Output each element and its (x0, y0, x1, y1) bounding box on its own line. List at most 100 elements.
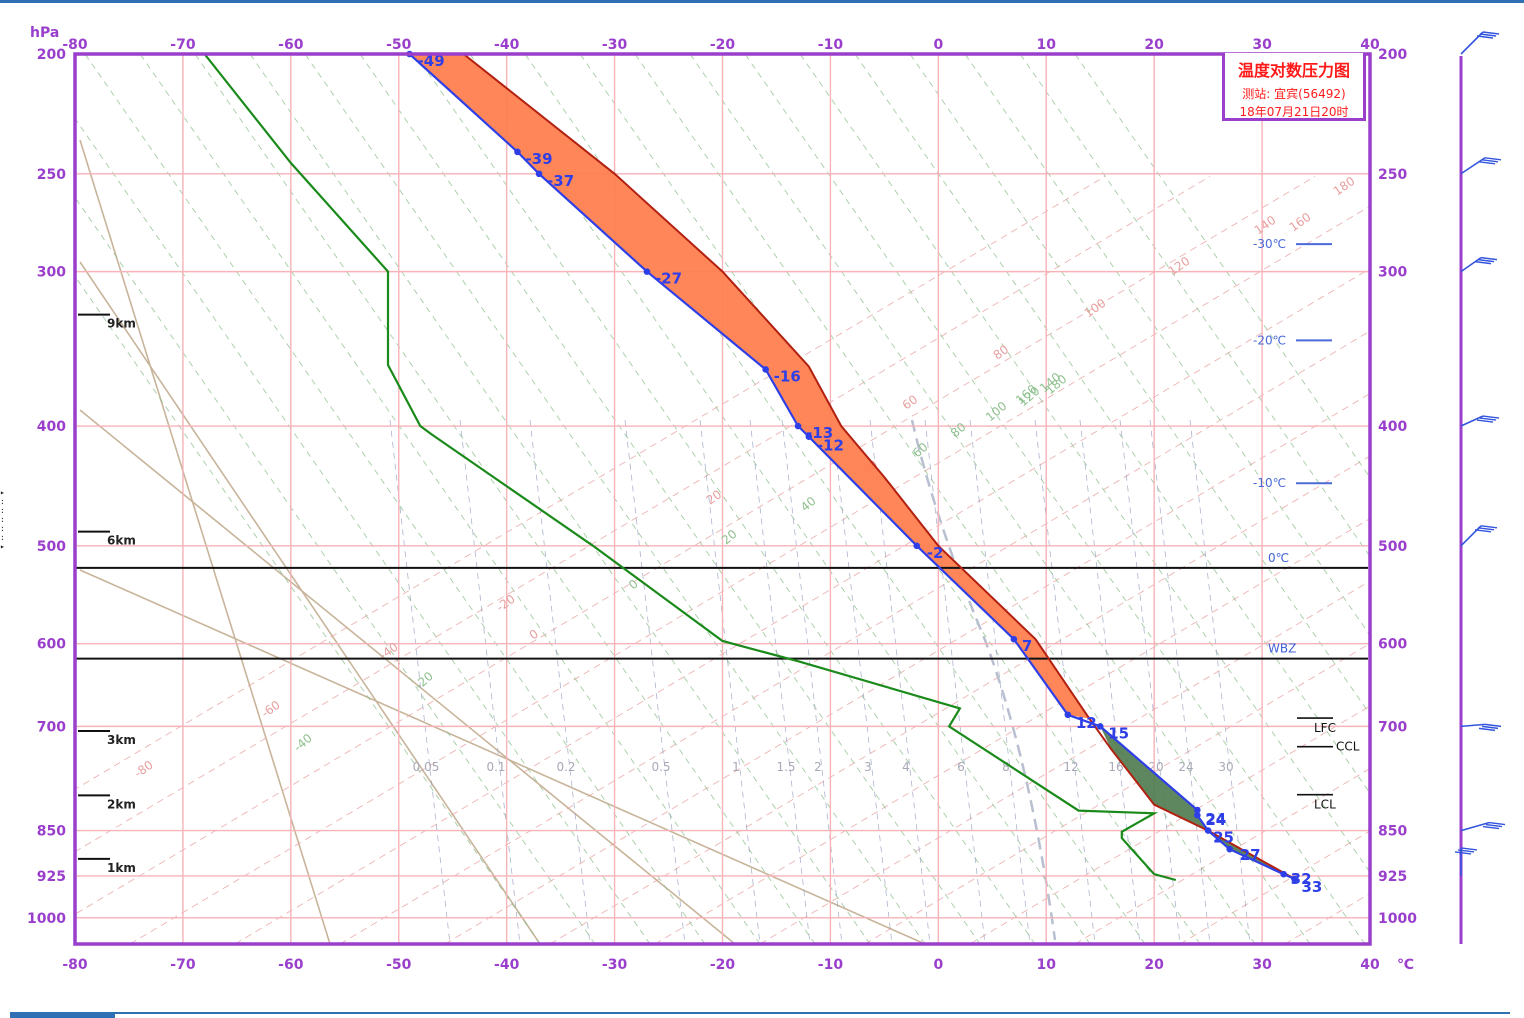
lcl-label: LCL (1314, 798, 1336, 812)
moist-adiabat-label: -20 (412, 669, 436, 692)
dry-adiabat-line (444, 393, 1370, 944)
wind-barb-flag (1476, 35, 1494, 39)
wind-barb (1460, 256, 1498, 273)
temperature-point-label: -13 (806, 424, 833, 442)
temperature-tick-bottom: 0 (933, 957, 943, 973)
wind-barb-flag (1477, 527, 1495, 531)
wind-barb-flag (1488, 821, 1506, 826)
dry-adiabat-label: 120 (1166, 254, 1193, 279)
wind-barb-staff (1460, 31, 1484, 55)
pressure-tick-right: 850 (1378, 824, 1407, 840)
temperature-point-label: -37 (547, 172, 574, 190)
moist-adiabat-label: -40 (291, 731, 315, 754)
dry-adiabat-label: 20 (704, 487, 725, 507)
height-marker-label: 6km (107, 534, 136, 548)
isotherm-height-label: -10℃ (1253, 476, 1286, 490)
mixing-ratio-line (624, 419, 686, 944)
dry-adiabat-line (75, 176, 1106, 790)
mixing-ratio-label: 3 (864, 760, 872, 774)
wind-barb-flag (1484, 157, 1502, 161)
pressure-tick-left: 300 (37, 265, 66, 281)
wind-barb-staff (1460, 157, 1486, 175)
wind-barb-flag (1478, 727, 1496, 732)
wind-barb-staff (1460, 415, 1484, 427)
dry-adiabat-line (969, 705, 1370, 944)
wind-barb (1460, 31, 1500, 55)
mixing-ratio-label: 8 (1002, 760, 1010, 774)
parcel-curve (462, 54, 1295, 880)
moist-adiabat-line (75, 117, 651, 944)
temperature-point-label: -16 (774, 367, 801, 385)
mixing-ratio-label: 0.05 (413, 760, 440, 774)
pressure-tick-left: 200 (37, 47, 66, 63)
moist-adiabat-label: 80 (948, 420, 969, 441)
dry-adiabat-label: 60 (900, 392, 921, 412)
mixing-ratio-label: 24 (1178, 760, 1193, 774)
temperature-point (643, 268, 651, 275)
bottom-border (10, 1012, 1510, 1014)
wind-barb-flag (1457, 849, 1475, 853)
moist-adiabat-line (75, 275, 541, 944)
pressure-unit-label: hPa (30, 25, 59, 41)
dry-adiabat-label: 100 (1082, 296, 1109, 321)
dry-adiabat-label: 160 (1287, 210, 1314, 235)
wind-barb-flag (1476, 419, 1494, 423)
side-collapse-handle[interactable]: ▸::::: ▸ (0, 488, 5, 551)
temperature-point-label: 24 (1205, 810, 1226, 828)
pressure-tick-left: 400 (37, 419, 66, 435)
wind-barb-flag (1474, 260, 1492, 265)
chart-title: 温度对数压力图 (1237, 61, 1350, 80)
temperature-point (1096, 723, 1104, 730)
wind-barb-flag (1454, 851, 1472, 855)
moist-adiabat-line (414, 54, 1036, 944)
pressure-tick-left: 250 (37, 167, 66, 183)
dry-adiabat-line (339, 330, 1370, 944)
wind-barb-flag (1477, 258, 1495, 263)
pressure-tick-left: 850 (37, 824, 66, 840)
dry-adiabat-label: -20 (494, 592, 518, 615)
wind-barb-flag (1480, 256, 1498, 261)
dry-adiabat-line (75, 176, 1211, 853)
moist-adiabat-line (84, 54, 706, 944)
chart-legend: 温度对数压力图 测站: 宜宾(56492) 18年07月21日20时 (1222, 53, 1366, 121)
bottom-tab[interactable] (10, 1012, 115, 1018)
mixing-ratio-label: 1 (732, 760, 740, 774)
pressure-tick-right: 400 (1378, 419, 1407, 435)
reference-dashed-line (910, 419, 1057, 941)
temperature-point-label: -39 (525, 150, 552, 168)
moist-adiabat-line (854, 54, 1370, 795)
temperature-point (535, 170, 543, 178)
mixing-ratio-label: 2 (814, 760, 822, 774)
wind-barb (1454, 847, 1478, 876)
height-reference-line (79, 569, 926, 944)
moist-adiabat-line (75, 196, 596, 944)
temperature-tick-top: -80 (62, 37, 88, 53)
height-marker-label: 2km (107, 797, 136, 811)
temperature-tick-bottom: 30 (1252, 957, 1272, 973)
temperature-point (1280, 870, 1287, 878)
wind-barb (1460, 415, 1500, 427)
dry-adiabat-label: 180 (1331, 174, 1358, 199)
pressure-tick-right: 250 (1378, 167, 1407, 183)
height-marker-label: 1km (107, 861, 136, 875)
station-label: 测站: 宜宾(56492) (1242, 87, 1346, 101)
ccl-label: CCL (1336, 740, 1360, 754)
height-reference-line (79, 409, 736, 944)
temperature-tick-bottom: -10 (818, 957, 844, 973)
temperature-tick-top: -70 (170, 37, 196, 53)
moist-adiabat-line (249, 54, 871, 944)
moist-adiabat-line (689, 54, 1311, 944)
top-border (0, 0, 1524, 3)
dry-adiabat-label: -80 (132, 758, 156, 781)
temperature-tick-bottom: 40 (1360, 957, 1380, 973)
temperature-point (1064, 711, 1072, 719)
mixing-ratio-label: 0.2 (556, 760, 575, 774)
dry-adiabat-line (654, 518, 1370, 944)
level-lines: 0℃ WBZ (75, 551, 1368, 660)
temperature-tick-top: -40 (494, 37, 520, 53)
wind-barb-staff (1460, 256, 1482, 273)
moist-adiabat-line (744, 54, 1366, 944)
